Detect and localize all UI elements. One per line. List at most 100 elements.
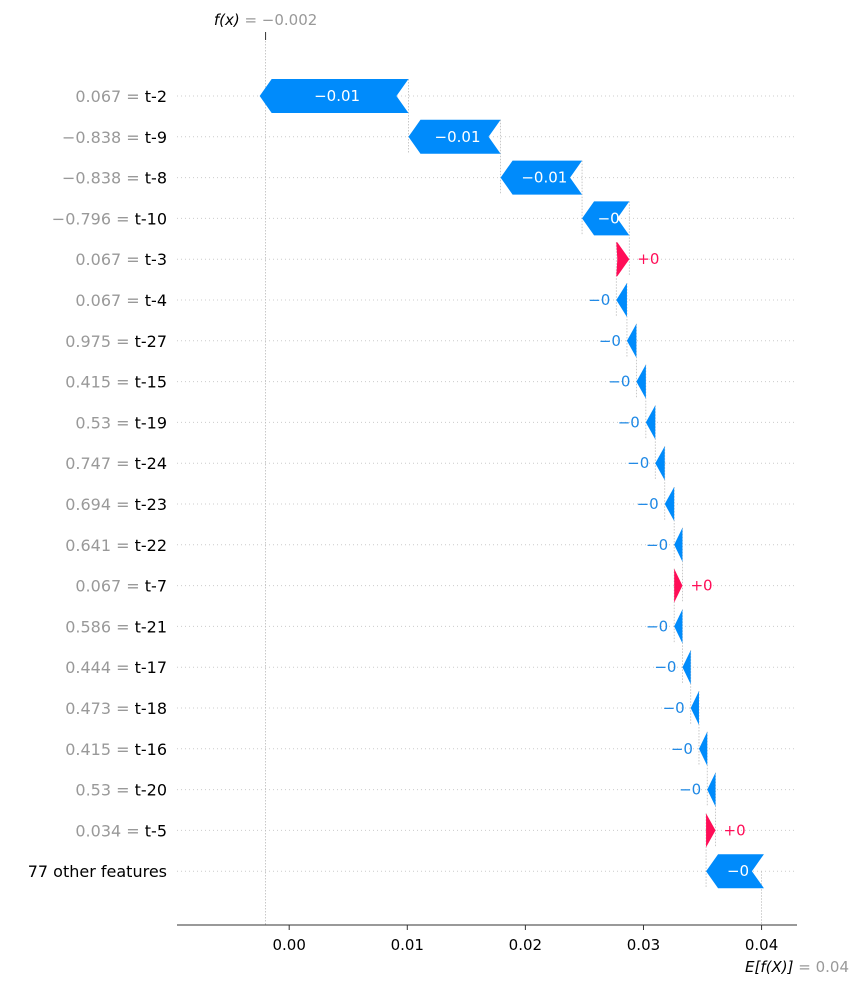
- feature-equals: =: [121, 169, 145, 188]
- feature-label: −0.838 = t-8: [62, 169, 167, 188]
- feature-equals: =: [111, 332, 135, 351]
- feature-name: t-24: [135, 454, 167, 473]
- contribution-bar: [674, 568, 683, 603]
- contribution-bar: [706, 854, 764, 889]
- feature-equals: =: [111, 740, 135, 759]
- contribution-bar: [259, 79, 409, 113]
- contribution-label: −0: [727, 862, 749, 880]
- feature-name: t-9: [145, 128, 167, 147]
- feature-equals: =: [111, 373, 135, 392]
- fx-annotation-text: f(x) = −0.002: [214, 11, 318, 29]
- contribution-label: −0: [637, 495, 659, 513]
- feature-value: 0.586: [65, 617, 111, 636]
- contribution-bar: [682, 650, 691, 685]
- contribution-bar: [500, 160, 583, 195]
- feature-name: t-5: [145, 821, 167, 840]
- contribution-labels: −0.01 −0.01 −0.01 −0 +0 −0 −0 −0 −0 −0 −0 −0 +0 −0 −0 −…: [314, 87, 749, 880]
- feature-value: 0.747: [65, 454, 111, 473]
- feature-value: 0.444: [65, 658, 111, 677]
- feature-name: t-16: [135, 740, 167, 759]
- feature-value: 0.034: [75, 821, 121, 840]
- feature-value: 0.53: [75, 781, 111, 800]
- contribution-label: −0.01: [521, 169, 567, 187]
- contribution-bar: [674, 609, 683, 644]
- efx-annotation-text: E[f(X)] = 0.04: [745, 958, 849, 976]
- contribution-label: +0: [724, 821, 746, 839]
- x-tick-label: 0.03: [627, 936, 660, 954]
- contribution-label: −0: [663, 699, 685, 717]
- contribution-label: −0: [646, 536, 668, 554]
- feature-value: 0.067: [75, 577, 121, 596]
- contribution-label: +0: [690, 577, 712, 595]
- feature-name: t-10: [135, 209, 167, 228]
- efx-value: = 0.04: [793, 958, 849, 976]
- contribution-label: −0: [654, 658, 676, 676]
- contribution-label: −0.01: [435, 128, 481, 146]
- feature-label: 0.067 = t-3: [75, 250, 167, 269]
- feature-equals: =: [111, 617, 135, 636]
- contribution-bar: [664, 487, 675, 521]
- contribution-bar: [636, 364, 646, 399]
- contribution-label: +0: [637, 250, 659, 268]
- contribution-label: −0.01: [314, 87, 360, 105]
- reference-lines: [265, 32, 762, 929]
- contribution-label: −0: [608, 373, 630, 391]
- x-tick-label: 0.01: [391, 936, 424, 954]
- feature-equals: =: [111, 495, 135, 514]
- feature-label: 0.473 = t-18: [65, 699, 167, 718]
- feature-labels: 0.067 = t-2 −0.838 = t-9 −0.838 = t-8 −0.79…: [28, 87, 167, 881]
- feature-name: t-20: [135, 781, 167, 800]
- feature-name: t-27: [135, 332, 167, 351]
- feature-equals: =: [121, 87, 145, 106]
- fx-value: = −0.002: [240, 11, 318, 29]
- feature-label: −0.838 = t-9: [62, 128, 167, 147]
- feature-equals: =: [121, 291, 145, 310]
- contribution-label: −0: [618, 413, 640, 431]
- efx-annotation: E[f(X)] = 0.04: [745, 958, 849, 976]
- x-axis: 0.00 0.01 0.02 0.03 0.04: [177, 924, 797, 954]
- x-tick-label: 0.00: [272, 936, 305, 954]
- contribution-bar: [616, 242, 630, 277]
- feature-value: 0.53: [75, 413, 111, 432]
- feature-label: 0.067 = t-2: [75, 87, 167, 106]
- feature-label: 0.586 = t-21: [65, 617, 167, 636]
- feature-name: 77 other features: [28, 862, 167, 881]
- contribution-label: −0: [627, 454, 649, 472]
- feature-value: 0.641: [65, 536, 111, 555]
- feature-label: 77 other features: [28, 862, 167, 881]
- feature-label: −0.796 = t-10: [52, 209, 167, 228]
- feature-name: t-17: [135, 658, 167, 677]
- feature-label: 0.53 = t-20: [75, 781, 167, 800]
- feature-value: 0.415: [65, 373, 111, 392]
- feature-equals: =: [111, 536, 135, 555]
- contribution-label: −0: [646, 617, 668, 635]
- feature-name: t-21: [135, 617, 167, 636]
- feature-equals: =: [121, 577, 145, 596]
- feature-name: t-4: [145, 291, 167, 310]
- contribution-bar: [626, 323, 637, 358]
- feature-label: 0.975 = t-27: [65, 332, 167, 351]
- feature-name: t-23: [135, 495, 167, 514]
- contribution-bar: [706, 813, 716, 848]
- contribution-bar: [690, 691, 699, 725]
- feature-equals: =: [121, 250, 145, 269]
- contribution-bars: [259, 79, 764, 889]
- contribution-bar: [698, 731, 708, 766]
- connector-lines: [408, 79, 716, 889]
- feature-equals: =: [111, 413, 135, 432]
- feature-value: −0.838: [62, 169, 121, 188]
- feature-name: t-8: [145, 169, 167, 188]
- contribution-bar: [645, 405, 656, 440]
- contribution-label: −0: [671, 740, 693, 758]
- contribution-bar: [674, 527, 683, 562]
- feature-name: t-22: [135, 536, 167, 555]
- feature-equals: =: [111, 699, 135, 718]
- feature-label: 0.067 = t-4: [75, 291, 167, 310]
- contribution-bar: [707, 772, 716, 807]
- feature-label: 0.415 = t-15: [65, 373, 167, 392]
- contribution-bar: [616, 283, 627, 317]
- feature-equals: =: [111, 781, 135, 800]
- feature-name: t-7: [145, 577, 167, 596]
- feature-equals: =: [111, 658, 135, 677]
